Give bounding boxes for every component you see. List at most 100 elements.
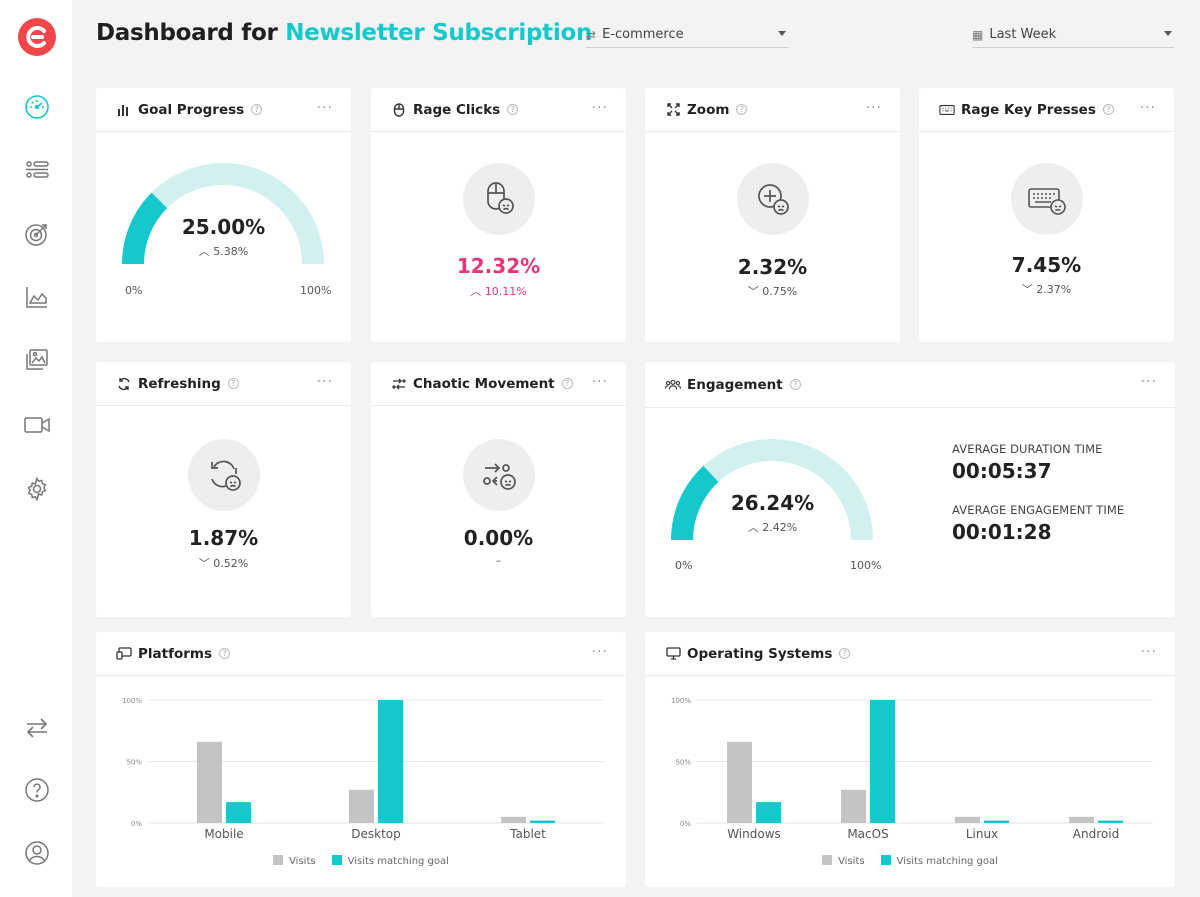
page-title: Dashboard for Newsletter Subscription xyxy=(96,20,592,46)
x-tick-label: Tablet xyxy=(509,827,546,841)
question-icon[interactable] xyxy=(22,775,52,805)
angry-keyboard-icon xyxy=(1010,163,1083,235)
chevron-up-icon: ︿ xyxy=(470,285,482,298)
help-icon[interactable]: ? xyxy=(251,104,263,115)
bar-visits xyxy=(727,741,752,823)
gauge-min-label: 0% xyxy=(125,284,143,297)
legend-label: Visits matching goal xyxy=(896,856,998,867)
gauge-min-label: 0% xyxy=(675,559,693,572)
help-icon[interactable]: ? xyxy=(227,378,239,389)
y-tick-label: 50% xyxy=(675,759,691,767)
delta-value: 2.37% xyxy=(1036,283,1072,296)
arrows-swap-icon[interactable] xyxy=(22,713,52,743)
video-camera-icon[interactable] xyxy=(22,410,52,440)
chevron-up-icon: ︿ xyxy=(747,521,759,534)
delta-value: 0.52% xyxy=(213,557,249,570)
delta-value: 0.75% xyxy=(762,285,798,298)
app-logo[interactable] xyxy=(17,17,57,57)
legend-item-visits[interactable]: Visits xyxy=(273,855,316,867)
help-icon[interactable]: ? xyxy=(507,104,519,115)
rage-key-presses-card: Rage Key Presses ? ··· 7.45% ﹀ 2.37% xyxy=(919,88,1174,342)
bar-visits xyxy=(1069,816,1094,823)
legend-item-matching[interactable]: Visits matching goal xyxy=(880,855,998,867)
card-header: Rage Key Presses ? xyxy=(919,88,1174,132)
card-title: Platforms xyxy=(138,645,212,662)
goal-progress-delta: ︿ 5.38% xyxy=(96,243,351,259)
platforms-card: Platforms ? ··· 0% 50% 100% Mobile Desktop Ta… xyxy=(96,632,626,887)
card-title: Rage Clicks xyxy=(413,101,501,118)
card-title: Refreshing xyxy=(138,375,221,392)
y-tick-label: 50% xyxy=(126,759,142,767)
help-icon[interactable]: ? xyxy=(789,379,801,390)
speedometer-icon[interactable] xyxy=(22,92,52,122)
more-options-icon[interactable]: ··· xyxy=(1140,644,1157,660)
zoom-card: Zoom ? ··· 2.32% ﹀ 0.75% xyxy=(645,88,900,342)
platforms-bar-chart: 0% 50% 100% Mobile Desktop Tablet xyxy=(122,697,604,841)
list-toggle-icon[interactable] xyxy=(22,155,52,185)
card-title: Rage Key Presses xyxy=(961,101,1096,118)
period-value: Last Week xyxy=(989,27,1057,42)
legend-label: Visits xyxy=(838,856,865,867)
more-options-icon[interactable]: ··· xyxy=(865,100,882,116)
chaotic-movement-delta: – xyxy=(495,554,502,567)
calendar-icon: ▦ xyxy=(972,27,984,42)
refreshing-delta: ﹀ 0.52% xyxy=(96,555,351,571)
y-tick-label: 100% xyxy=(671,697,691,705)
area-chart-icon[interactable] xyxy=(22,282,52,312)
bar-chart-icon xyxy=(116,102,132,118)
target-icon[interactable] xyxy=(22,219,52,249)
bar-matching xyxy=(1098,820,1123,823)
monitor-icon xyxy=(665,646,681,662)
goal-progress-value: 25.00% xyxy=(181,215,266,239)
help-icon[interactable]: ? xyxy=(219,648,230,659)
delta-value: 10.11% xyxy=(484,285,527,298)
more-options-icon[interactable]: ··· xyxy=(1140,374,1157,390)
period-dropdown[interactable]: ▦ Last Week xyxy=(972,22,1174,48)
card-header: Zoom ? xyxy=(645,88,900,132)
gauge-max-label: 100% xyxy=(300,284,332,297)
more-options-icon[interactable]: ··· xyxy=(591,374,608,390)
gallery-icon[interactable] xyxy=(22,345,52,375)
angry-mouse-icon xyxy=(462,163,535,235)
engagement-card: Engagement ? ··· 26.24% ︿ 2.42% 0% 100% … xyxy=(645,362,1175,617)
bar-visits xyxy=(841,789,866,823)
engagement-gauge xyxy=(671,439,873,541)
x-tick-label: Windows xyxy=(727,827,781,841)
bar-visits xyxy=(501,816,526,823)
avg-duration-label: AVERAGE DURATION TIME xyxy=(952,442,1103,456)
rage-clicks-card: Rage Clicks ? ··· 12.32% ︿ 10.11% xyxy=(371,88,626,342)
chevron-down-icon: ﹀ xyxy=(198,557,210,570)
chevron-down-icon xyxy=(778,31,786,36)
users-icon xyxy=(665,377,681,393)
rage-key-presses-delta: ﹀ 2.37% xyxy=(919,281,1174,297)
legend-item-matching[interactable]: Visits matching goal xyxy=(331,855,449,867)
bar-matching xyxy=(378,700,403,823)
keyboard-icon xyxy=(939,102,955,118)
more-options-icon[interactable]: ··· xyxy=(1139,100,1156,116)
chaotic-movement-value: 0.00% xyxy=(463,526,534,550)
bar-matching xyxy=(870,700,895,823)
help-icon[interactable]: ? xyxy=(561,378,573,389)
chart-legend: Visits Visits matching goal xyxy=(96,855,626,867)
transfer-icon: ⇄ xyxy=(586,27,597,42)
bar-visits xyxy=(955,816,980,823)
gear-icon[interactable] xyxy=(22,474,52,504)
more-options-icon[interactable]: ··· xyxy=(316,374,333,390)
operating-systems-card: Operating Systems ? ··· 0% 50% 100% Windows… xyxy=(645,632,1175,887)
legend-item-visits[interactable]: Visits xyxy=(822,855,865,867)
help-icon[interactable]: ? xyxy=(839,648,851,659)
shuffle-icon xyxy=(391,376,407,392)
category-dropdown[interactable]: ⇄ E-commerce xyxy=(586,22,788,48)
card-title: Engagement xyxy=(687,376,783,393)
x-tick-label: Mobile xyxy=(204,827,243,841)
card-header: Operating Systems ? xyxy=(645,632,1175,676)
user-circle-icon[interactable] xyxy=(22,838,52,868)
more-options-icon[interactable]: ··· xyxy=(316,100,333,116)
chaotic-movement-card: Chaotic Movement ? ··· 0.00% – xyxy=(371,362,626,617)
more-options-icon[interactable]: ··· xyxy=(591,100,608,116)
help-icon[interactable]: ? xyxy=(1102,104,1114,115)
more-options-icon[interactable]: ··· xyxy=(591,644,608,660)
help-icon[interactable]: ? xyxy=(736,104,748,115)
engagement-delta: ︿ 2.42% xyxy=(645,519,900,535)
card-header: Engagement ? xyxy=(645,362,1175,408)
